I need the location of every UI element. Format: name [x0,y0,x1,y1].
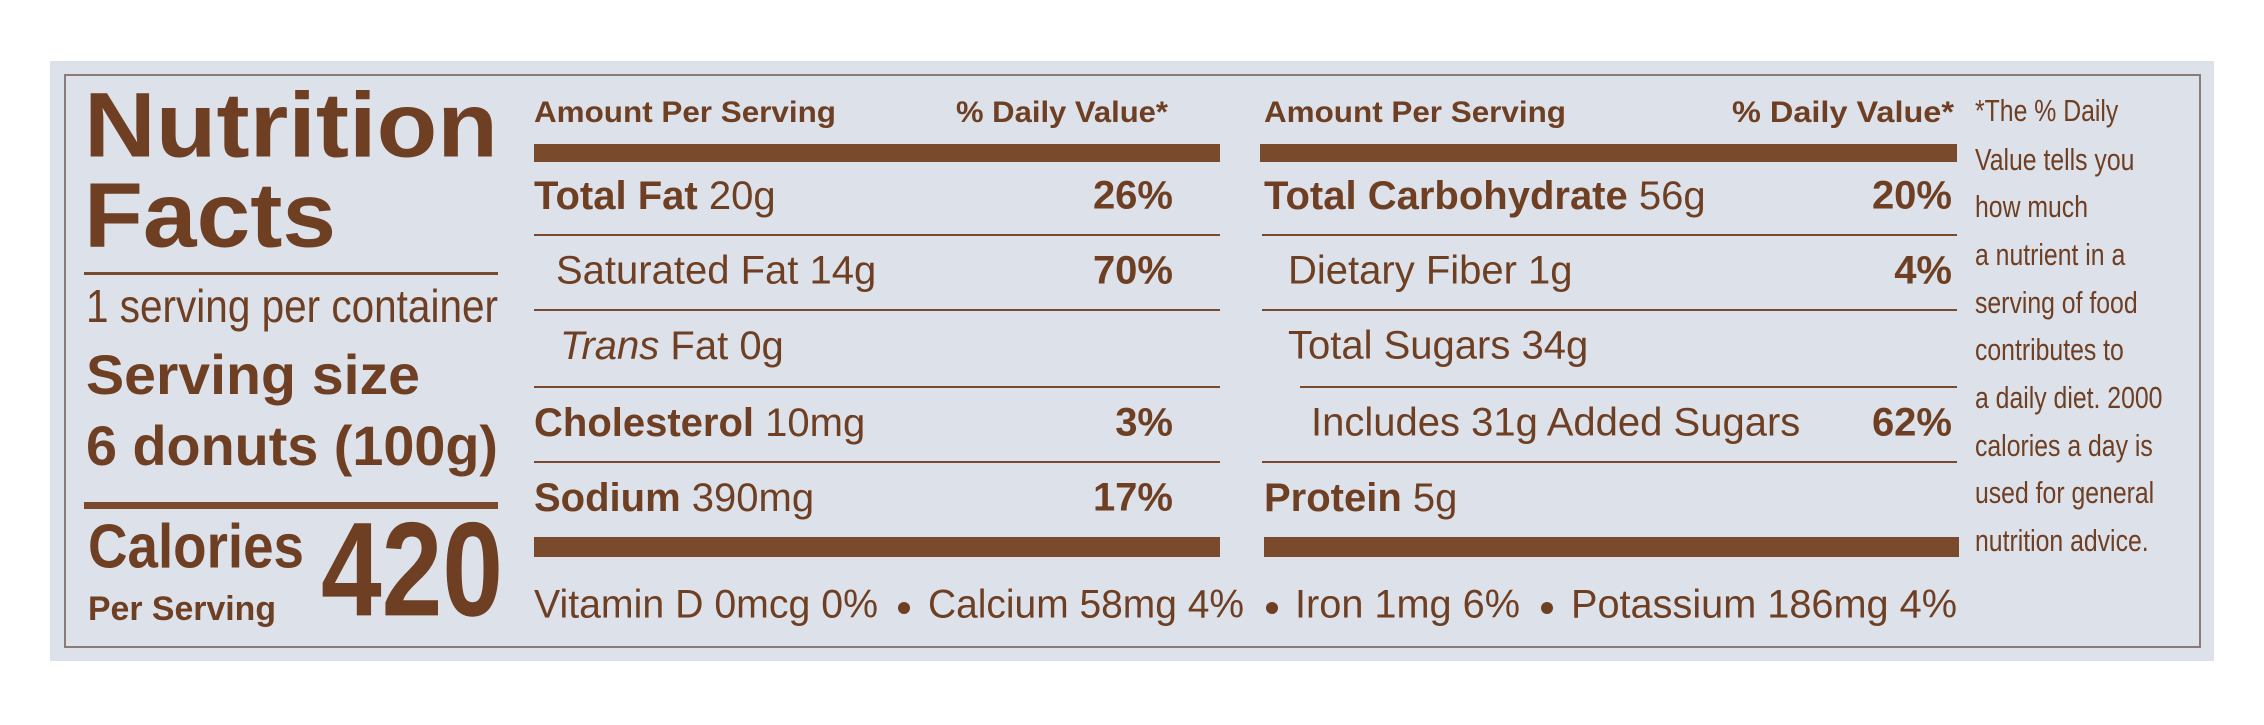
daily-value: 4% [1894,249,1952,293]
rule [534,386,1220,388]
daily-value: 62% [1872,401,1952,445]
bullet [1541,602,1553,614]
rule [534,309,1220,311]
footnote-line: a nutrient in a [1975,238,2126,272]
nutrient-amount: 390mg [692,476,814,520]
vitamin: Calcium 58mg 4% [928,583,1244,627]
nutrient: Includes 31g Added Sugars [1311,401,1800,445]
calories: 420 [321,495,503,644]
daily-value: 26% [1093,174,1173,218]
daily-value: 17% [1093,476,1173,520]
nutrient: Cholesterol 10mg [534,401,865,445]
nutrient-name: Sodium [534,476,681,520]
daily-value: 3% [1115,401,1173,445]
rule [84,272,498,275]
nutrient: Trans Fat 0g [560,324,784,368]
daily-value: 70% [1093,249,1173,293]
thick-bar [1260,144,1957,162]
vitamin: Potassium 186mg 4% [1571,583,1957,627]
rule [534,461,1220,463]
title: Nutrition [84,74,498,176]
nutrient: Total Fat 20g [534,174,776,218]
thick-bar [534,144,1220,162]
bullet [1266,602,1278,614]
nutrient: Dietary Fiber 1g [1288,249,1573,293]
border [64,74,2201,648]
header: Amount Per Serving [534,96,836,129]
footnote-line: serving of food [1975,286,2138,320]
header: % Daily Value* [1732,96,1954,129]
rule [1300,386,1957,388]
rule [1262,309,1957,311]
rule [84,502,498,509]
rule [1262,461,1957,463]
footnote-line: Value tells you [1975,143,2134,177]
nutrient-name: Total Fat [534,174,698,218]
footnote-line: how much [1975,190,2088,224]
nutrient-amount: 20g [709,174,776,218]
header: Amount Per Serving [1264,96,1566,129]
rule [534,234,1220,236]
nutrient-amount: 5g [1413,476,1458,520]
nutrient: Total Sugars 34g [1288,324,1588,368]
calories-label: Calories [88,512,304,581]
serving-size-label: Serving size [86,343,420,406]
servings: 1 serving per container [86,280,498,332]
nutrient-italic: Trans [560,324,659,368]
thick-bar [534,537,1220,557]
vitamin: Iron 1mg 6% [1295,583,1520,627]
footnote-line: a daily diet. 2000 [1975,381,2162,415]
nutrient: Protein 5g [1264,476,1457,520]
footnote-line: nutrition advice. [1975,524,2149,558]
footnote-line: calories a day is [1975,429,2153,463]
thick-bar [1264,537,1959,557]
rule [1262,234,1957,236]
nutrient: Total Carbohydrate 56g [1264,174,1706,218]
daily-value: 20% [1872,174,1952,218]
nutrient: Saturated Fat 14g [556,249,876,293]
nutrient-amount: 10mg [765,401,865,445]
title: Facts [84,164,336,266]
calories-sub: Per Serving [88,590,276,628]
nutrient-name: Fat 0g [670,324,783,368]
nutrient-name: Total Carbohydrate [1264,174,1628,218]
footnote-line: used for general [1975,476,2154,510]
serving-size: 6 donuts (100g) [86,414,498,477]
footnote-line: contributes to [1975,333,2124,367]
bullet [898,602,910,614]
nutrient-name: Cholesterol [534,401,754,445]
vitamin: Vitamin D 0mcg 0% [534,583,878,627]
footnote-line: *The % Daily [1975,94,2118,128]
nutrient-amount: 56g [1639,174,1706,218]
nutrient: Sodium 390mg [534,476,814,520]
header: % Daily Value* [956,96,1168,129]
nutrient-name: Protein [1264,476,1402,520]
footnote: *The % Daily Value tells you how much a nut… [1975,94,2162,558]
